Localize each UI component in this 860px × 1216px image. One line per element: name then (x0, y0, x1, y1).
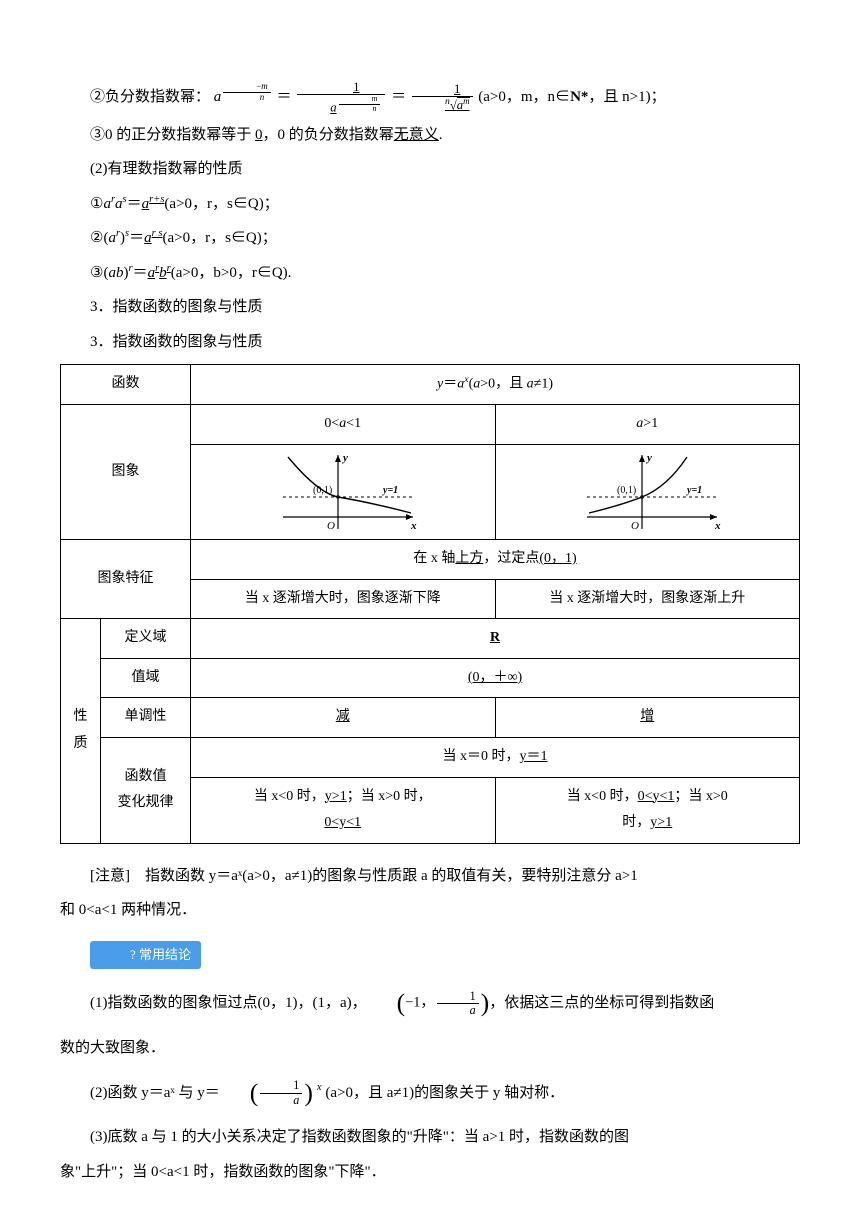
v-change-left: 当 x<0 时，y>1；当 x>0 时，0<y<1 (191, 777, 496, 843)
v-change-right: 当 x<0 时，0<y<1；当 x>0时，y>1 (495, 777, 800, 843)
heading-3a: 3．指数函数的图象与性质 (60, 293, 800, 322)
document-body: ②负分数指数幂： a−mn ＝ 1 amn ＝ 1 n√am (a>0，m，n∈… (60, 80, 800, 1186)
conclusion-2: (2)函数 y＝aˣ 与 y＝(1a)x (a>0，且 a≠1)的图象关于 y … (60, 1069, 800, 1118)
image-feature-row1: 在 x 轴上方，过定点(0，1) (191, 540, 800, 580)
image-feature-left: 当 x 逐渐增大时，图象逐渐下降 (191, 579, 496, 619)
heading-3b: 3．指数函数的图象与性质 (60, 328, 800, 357)
svg-text:(0,1): (0,1) (313, 485, 332, 496)
frac-2: 1 n√am (412, 82, 473, 112)
v-range: (0，＋∞) (191, 658, 800, 698)
conclusion-1-line1: (1)指数函数的图象恒过点(0，1)，(1，a)，(−1，1a)，依据这三点的坐… (60, 979, 800, 1028)
conclusion-1-line2: 数的大致图象． (60, 1034, 800, 1063)
svg-text:y: y (341, 452, 348, 464)
svg-text:O: O (631, 520, 639, 532)
svg-text:O: O (327, 520, 335, 532)
cond-open: (a>0，m，n∈ (478, 89, 570, 105)
note-label: [注意] (90, 868, 130, 884)
image-feature-right: 当 x 逐渐增大时，图象逐渐上升 (495, 579, 800, 619)
v-mono-right: 增 (495, 698, 800, 738)
th-function-val: y＝ax(a>0，且 a≠1) (191, 365, 800, 405)
svg-text:y=1: y=1 (686, 485, 702, 496)
th-domain: 定义域 (101, 619, 191, 659)
th-function: 函数 (61, 365, 191, 405)
conclusion-3-line1: (3)底数 a 与 1 的大小关系决定了指数函数图象的"升降"：当 a>1 时，… (60, 1123, 800, 1152)
svg-text:(0,1): (0,1) (617, 485, 636, 496)
col-a-lt1: 0<a<1 (191, 405, 496, 445)
note-line1: [注意] 指数函数 y＝aˣ(a>0，a≠1)的图象与性质跟 a 的取值有关，要… (60, 862, 800, 891)
th-mono: 单调性 (101, 698, 191, 738)
th-image-feature: 图象特征 (61, 540, 191, 619)
conclusion-badge: ? 常用结论 (90, 941, 201, 970)
graph-decreasing: y x O (0,1) y=1 (191, 445, 496, 540)
svg-text:x: x (410, 520, 417, 532)
graph-increasing: y x O (0,1) y=1 (495, 445, 800, 540)
th-valchange: 函数值变化规律 (101, 737, 191, 843)
conclusion-3-line2: 象"上升"；当 0<a<1 时，指数函数的图象"下降"． (60, 1158, 800, 1187)
svg-text:x: x (714, 520, 721, 532)
v-domain: R (191, 619, 800, 659)
zero-power-line: ③0 的正分数指数幂等于 0，0 的负分数指数幂无意义. (60, 121, 800, 150)
th-property: 性质 (61, 619, 101, 844)
note-line2: 和 0<a<1 两种情况． (60, 896, 800, 925)
svg-text:y=1: y=1 (382, 485, 398, 496)
rule-3: ③(ab)r＝arbr(a>0，b>0，r∈Q). (60, 259, 800, 288)
neg-frac-prefix: ②负分数指数幂： (90, 89, 210, 105)
rule-2: ②(ar)s＝ar s(a>0，r，s∈Q)； (60, 224, 800, 253)
neg-frac-power-line: ②负分数指数幂： a−mn ＝ 1 amn ＝ 1 n√am (a>0，m，n∈… (60, 80, 800, 115)
svg-text:y: y (645, 452, 652, 464)
rational-title: (2)有理数指数幂的性质 (60, 155, 800, 184)
exponential-table: 函数 y＝ax(a>0，且 a≠1) 图象 0<a<1 a>1 y x O (60, 364, 800, 844)
v-x0: 当 x＝0 时，y＝1 (191, 737, 800, 777)
rule-1: ①aras＝ar+s(a>0，r，s∈Q)； (60, 190, 800, 219)
th-image: 图象 (61, 405, 191, 540)
col-a-gt1: a>1 (495, 405, 800, 445)
th-range: 值域 (101, 658, 191, 698)
v-mono-left: 减 (191, 698, 496, 738)
frac-1: 1 amn (297, 80, 385, 115)
badge-wrap: ? 常用结论 (60, 931, 800, 980)
